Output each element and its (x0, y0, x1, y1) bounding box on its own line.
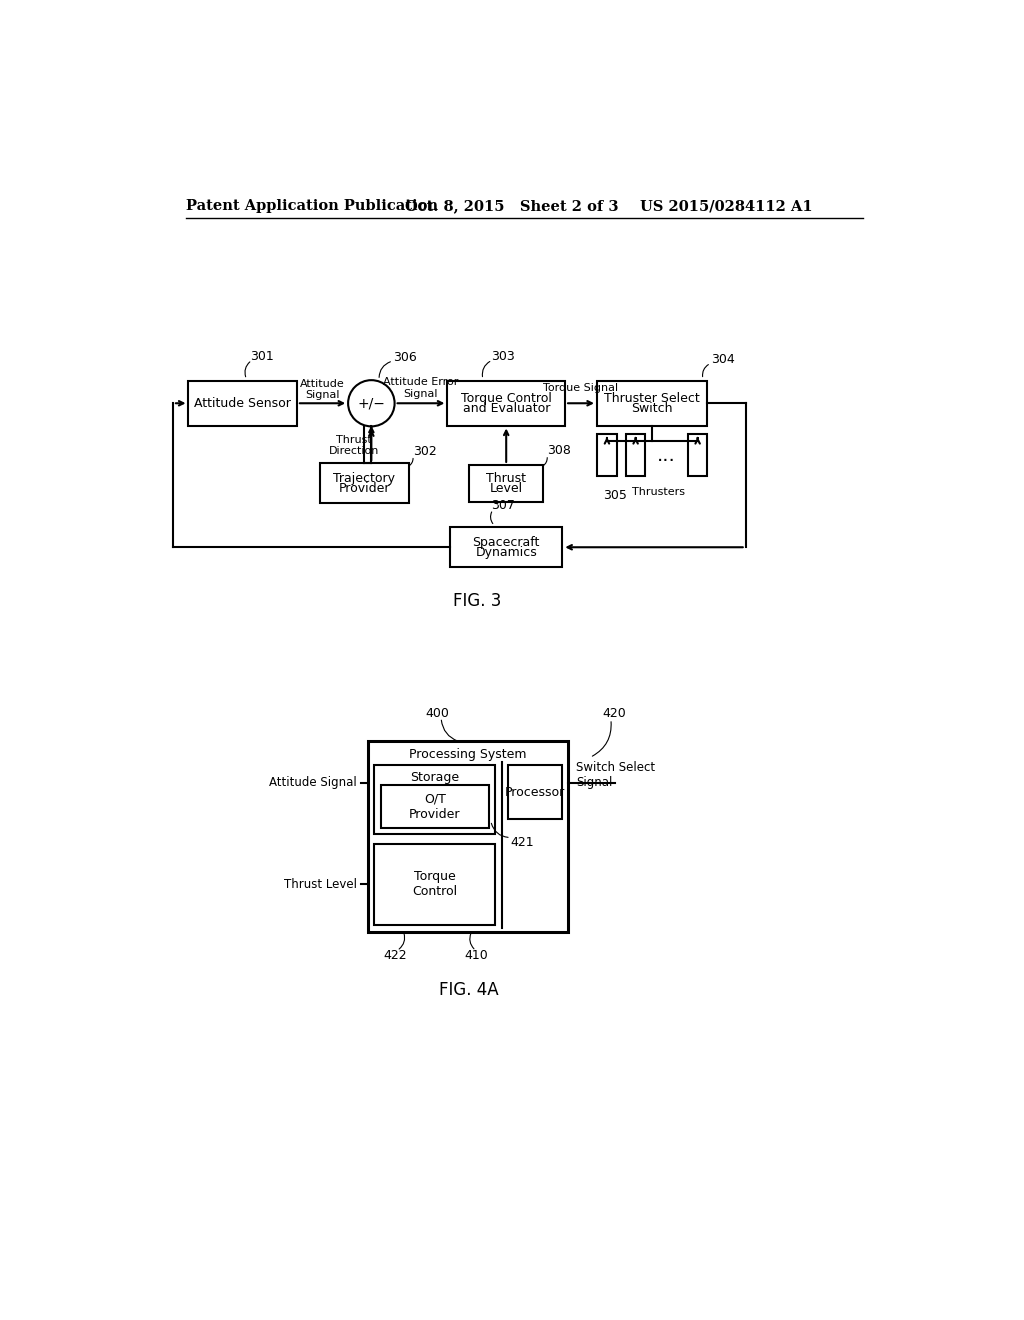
Text: FIG. 4A: FIG. 4A (439, 981, 499, 999)
Text: Torque Signal: Torque Signal (544, 383, 618, 393)
Text: Attitude Error
Signal: Attitude Error Signal (383, 378, 459, 399)
Bar (688, 434, 708, 477)
Bar (375, 843, 496, 924)
Text: Switch: Switch (631, 401, 673, 414)
Text: Oct. 8, 2015   Sheet 2 of 3: Oct. 8, 2015 Sheet 2 of 3 (406, 199, 618, 213)
Text: Torque Control: Torque Control (461, 392, 552, 405)
Text: 420: 420 (603, 708, 627, 721)
Text: Thrust Level: Thrust Level (284, 878, 356, 891)
Bar (447, 381, 565, 425)
Text: US 2015/0284112 A1: US 2015/0284112 A1 (640, 199, 812, 213)
Text: Storage: Storage (411, 771, 460, 784)
Text: Attitude Sensor: Attitude Sensor (195, 397, 291, 409)
Text: 303: 303 (490, 350, 514, 363)
Text: Thrusters: Thrusters (633, 487, 685, 496)
Text: ...: ... (657, 446, 676, 465)
Text: Switch Select
Signal: Switch Select Signal (575, 762, 655, 789)
Bar (319, 463, 409, 503)
Text: 306: 306 (393, 351, 417, 363)
Text: 305: 305 (603, 490, 627, 502)
Text: Patent Application Publication: Patent Application Publication (186, 199, 438, 213)
Text: Attitude
Signal: Attitude Signal (300, 379, 345, 400)
Bar (469, 465, 543, 502)
Text: Thrust
Direction: Thrust Direction (329, 434, 380, 457)
Text: Provider: Provider (339, 482, 390, 495)
Text: Thrust: Thrust (486, 471, 526, 484)
Bar (369, 741, 568, 932)
Text: Trajectory: Trajectory (334, 471, 395, 484)
Bar (450, 527, 562, 568)
Bar (375, 766, 496, 834)
Text: 400: 400 (425, 708, 450, 721)
Text: FIG. 3: FIG. 3 (453, 593, 501, 610)
Text: O/T
Provider: O/T Provider (410, 793, 461, 821)
Text: Level: Level (489, 482, 523, 495)
Bar (597, 381, 707, 425)
Text: 304: 304 (711, 352, 734, 366)
Text: 421: 421 (511, 836, 535, 849)
Bar (597, 434, 616, 477)
Bar (508, 766, 562, 818)
Text: Dynamics: Dynamics (475, 545, 537, 558)
Text: Processor: Processor (505, 785, 565, 799)
Text: Processing System: Processing System (410, 748, 527, 760)
Text: 308: 308 (547, 445, 570, 458)
Text: Spacecraft: Spacecraft (472, 536, 540, 549)
Bar (626, 434, 645, 477)
Text: 422: 422 (384, 949, 408, 962)
Text: 301: 301 (251, 350, 274, 363)
Text: +/−: +/− (357, 396, 385, 411)
Text: Attitude Signal: Attitude Signal (269, 776, 356, 789)
Bar (381, 785, 489, 829)
Text: and Evaluator: and Evaluator (463, 401, 550, 414)
Text: Thruster Select: Thruster Select (604, 392, 699, 405)
Text: 307: 307 (490, 499, 515, 512)
Text: 410: 410 (464, 949, 487, 962)
Text: 302: 302 (413, 445, 436, 458)
Bar (188, 381, 297, 425)
Text: Torque
Control: Torque Control (413, 870, 458, 898)
